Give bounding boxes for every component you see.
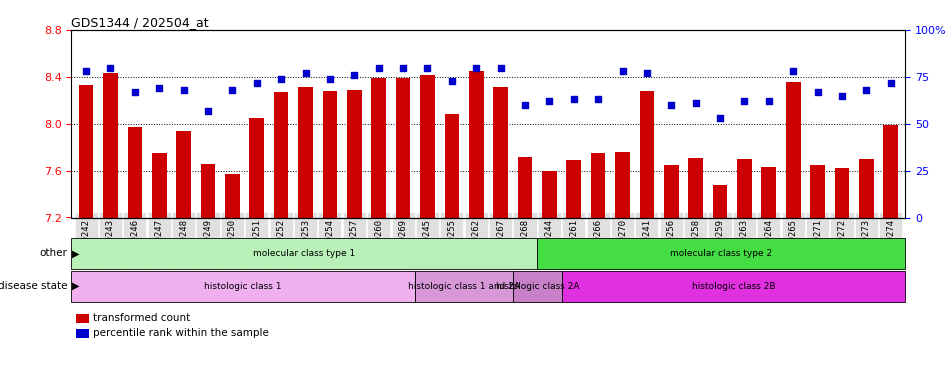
Bar bbox=[615, 152, 629, 217]
Point bbox=[347, 72, 362, 78]
Bar bbox=[858, 159, 873, 218]
Point bbox=[225, 87, 240, 93]
Point bbox=[858, 87, 873, 93]
Bar bbox=[785, 82, 800, 218]
Bar bbox=[371, 78, 386, 218]
Bar bbox=[249, 118, 264, 218]
Text: molecular class type 1: molecular class type 1 bbox=[253, 249, 355, 258]
Point bbox=[614, 68, 629, 74]
Point bbox=[590, 96, 605, 102]
Point bbox=[883, 80, 898, 86]
Text: disease state: disease state bbox=[0, 281, 68, 291]
Point bbox=[444, 78, 459, 84]
Bar bbox=[395, 78, 410, 218]
Point bbox=[151, 85, 167, 91]
Bar bbox=[273, 92, 288, 218]
Point bbox=[420, 64, 435, 70]
Point bbox=[541, 98, 556, 104]
Bar bbox=[347, 90, 361, 218]
Bar bbox=[151, 153, 167, 218]
Bar bbox=[225, 174, 240, 217]
Text: histologic class 2B: histologic class 2B bbox=[691, 282, 775, 291]
Point bbox=[78, 68, 93, 74]
Bar bbox=[565, 160, 581, 218]
Text: ▶: ▶ bbox=[72, 281, 80, 291]
Point bbox=[200, 108, 215, 114]
Text: percentile rank within the sample: percentile rank within the sample bbox=[93, 328, 269, 338]
Point bbox=[395, 64, 410, 70]
Bar bbox=[639, 91, 653, 218]
Text: molecular class type 2: molecular class type 2 bbox=[669, 249, 772, 258]
Text: histologic class 2A: histologic class 2A bbox=[495, 282, 579, 291]
Point bbox=[103, 64, 118, 70]
Text: other: other bbox=[40, 249, 68, 258]
Bar bbox=[128, 127, 142, 218]
Point bbox=[248, 80, 264, 86]
Bar bbox=[883, 125, 897, 217]
Text: transformed count: transformed count bbox=[93, 314, 190, 323]
Point bbox=[492, 64, 507, 70]
Bar bbox=[664, 165, 678, 218]
Point bbox=[273, 76, 288, 82]
Point bbox=[298, 70, 313, 76]
Bar bbox=[444, 114, 459, 218]
Text: ▶: ▶ bbox=[72, 249, 80, 258]
Point bbox=[809, 89, 824, 95]
Point bbox=[468, 64, 484, 70]
Bar bbox=[493, 87, 507, 218]
Bar bbox=[468, 71, 483, 217]
Text: histologic class 1: histologic class 1 bbox=[204, 282, 282, 291]
Bar bbox=[201, 164, 215, 218]
Bar bbox=[176, 131, 190, 218]
Bar bbox=[542, 171, 556, 217]
Bar bbox=[420, 75, 434, 217]
Text: GDS1344 / 202504_at: GDS1344 / 202504_at bbox=[71, 16, 208, 29]
Bar bbox=[590, 153, 605, 218]
Bar bbox=[712, 185, 726, 218]
Point bbox=[833, 93, 848, 99]
Bar bbox=[809, 165, 824, 218]
Bar bbox=[736, 159, 751, 218]
Bar bbox=[79, 85, 93, 218]
Bar bbox=[517, 157, 532, 218]
Point bbox=[370, 64, 386, 70]
Point bbox=[736, 98, 751, 104]
Point bbox=[687, 100, 703, 106]
Point bbox=[712, 115, 727, 121]
Point bbox=[784, 68, 800, 74]
Point bbox=[639, 70, 654, 76]
Bar bbox=[323, 91, 337, 218]
Bar bbox=[761, 167, 775, 217]
Point bbox=[176, 87, 191, 93]
Point bbox=[517, 102, 532, 108]
Point bbox=[322, 76, 337, 82]
Bar bbox=[834, 168, 848, 217]
Point bbox=[663, 102, 678, 108]
Bar bbox=[687, 158, 703, 218]
Bar bbox=[298, 87, 312, 218]
Point bbox=[128, 89, 143, 95]
Point bbox=[761, 98, 776, 104]
Bar bbox=[103, 74, 118, 217]
Point bbox=[565, 96, 581, 102]
Text: histologic class 1 and 2A: histologic class 1 and 2A bbox=[407, 282, 520, 291]
